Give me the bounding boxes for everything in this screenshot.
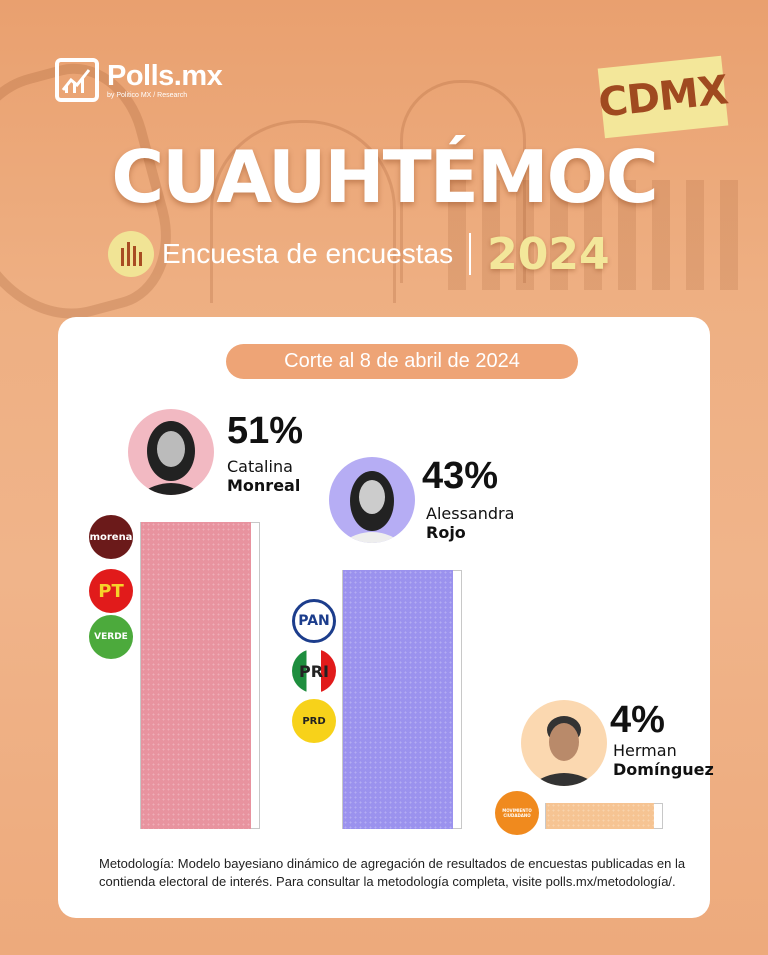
party-logo-pri: PRI [292, 649, 336, 693]
avatar-rojo [329, 457, 415, 543]
pct-label-monreal: 51% [227, 410, 304, 452]
bars-icon [108, 231, 154, 277]
bar-monreal [141, 522, 251, 829]
cutoff-date-pill: Corte al 8 de abril de 2024 [226, 344, 578, 379]
logo-subtitle: by Politico MX / Research [107, 91, 188, 99]
party-logo-morena: morena [89, 515, 133, 559]
methodology-note: Metodología: Modelo bayesiano dinámico d… [99, 856, 686, 889]
party-logo-verde: VERDE [89, 615, 133, 659]
decorative-arch [210, 120, 396, 303]
bar-dominguez [546, 803, 654, 829]
logo-name: Polls.mx [107, 59, 223, 92]
party-logo-movimiento-ciudadano: MOVIMIENTO CIUDADANO [495, 791, 539, 835]
candidate-name-rojo: Alessandra Rojo [426, 504, 515, 542]
avatar-monreal [128, 409, 214, 495]
candidate-name-dominguez: Herman Domínguez [613, 741, 714, 779]
pct-label-dominguez: 4% [610, 699, 665, 741]
polls-logo[interactable]: Polls.mx by Politico MX / Research [55, 58, 223, 102]
party-logo-pan: PAN [292, 599, 336, 643]
divider [469, 233, 472, 275]
results-card: Corte al 8 de abril de 2024 51% Catalina… [58, 317, 714, 918]
party-logo-pt: PT [89, 569, 133, 613]
year: 2024 [487, 228, 610, 280]
party-logo-prd: PRD [292, 699, 336, 743]
candidate-name-monreal: Catalina Monreal [227, 457, 301, 495]
region-badge: CDMX [596, 55, 730, 139]
avatar-dominguez [521, 700, 607, 786]
pct-label-rojo: 43% [422, 455, 499, 497]
decorative-arch [400, 80, 526, 283]
chart-logo-icon [55, 58, 99, 102]
bar-rojo [343, 570, 453, 829]
page-title: CUAUHTÉMOC [111, 135, 658, 219]
subtitle-row: Encuesta de encuestas 2024 [108, 228, 610, 280]
subtitle: Encuesta de encuestas [162, 238, 454, 269]
decorative-building [448, 180, 748, 290]
